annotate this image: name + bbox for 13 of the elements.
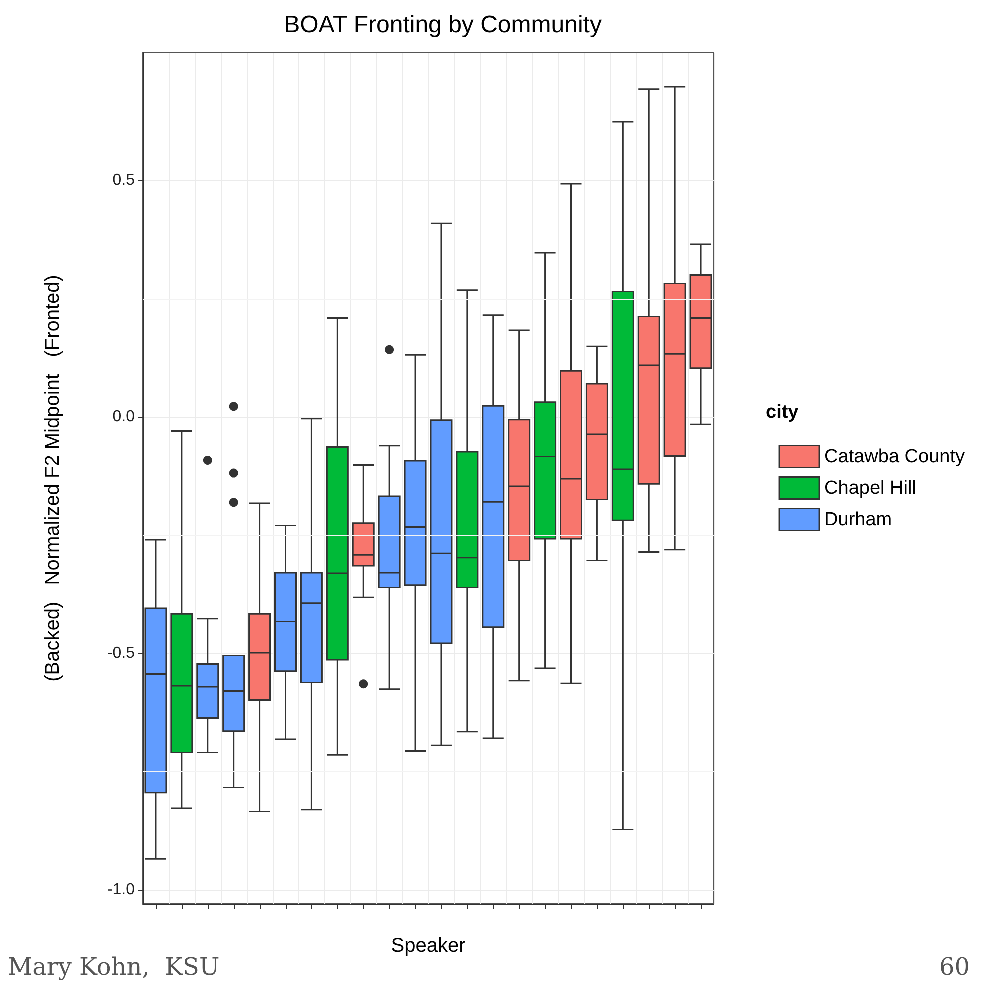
y-axis-title: (Backed) Normalized F2 Midpoint (Fronted) (42, 275, 64, 682)
legend-label: Chapel Hill (824, 478, 916, 499)
text: 60 (939, 953, 970, 981)
x-axis-title: Speaker (391, 935, 466, 957)
y-tick-label: 0.0 (112, 408, 136, 426)
legend-title: city (766, 402, 800, 423)
legend-label: Durham (824, 509, 892, 530)
y-tick-label: -0.5 (107, 644, 136, 662)
text: Mary Kohn, KSU (8, 953, 220, 981)
legend-label: Catawba County (824, 446, 966, 468)
chart-title: BOAT Fronting by Community (284, 12, 602, 38)
y-tick-label: 0.5 (112, 172, 136, 190)
y-tick-label: -1.0 (107, 881, 136, 898)
